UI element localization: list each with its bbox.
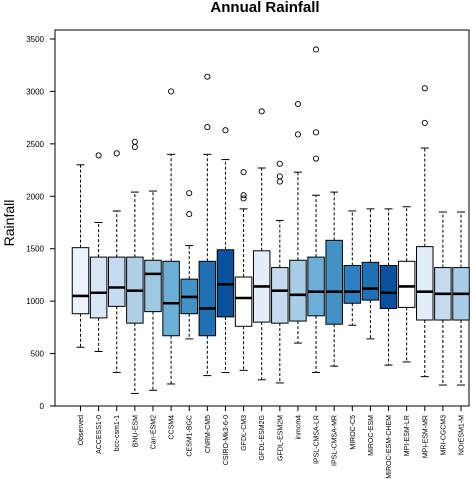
box-cesm1-bgc <box>180 190 198 340</box>
box-miroc-esm-chem <box>379 208 398 366</box>
y-tick-label: 0 <box>40 402 45 411</box>
outlier-point <box>313 46 320 53</box>
x-tick-label: GFDL-ESM2M <box>277 415 284 461</box>
iqr-box <box>325 239 343 325</box>
iqr-box <box>361 261 380 301</box>
x-tick-label: CCSM4 <box>169 415 176 440</box>
x-tick-label: ACCESS1-0 <box>96 415 103 454</box>
x-tick-label: MPI-ESM-MR <box>422 415 429 458</box>
y-tick-label: 500 <box>31 350 45 359</box>
box-bnu-esm <box>126 138 144 394</box>
y-axis: 0 500 1000 1500 2000 2500 3000 3500 <box>26 35 56 411</box>
x-tick-label: Observed <box>78 415 85 445</box>
outlier-point <box>276 173 283 180</box>
x-tick-label: Can-ESM2 <box>150 415 157 449</box>
x-tick-label: MIROC-ESM-CHEM <box>386 415 393 479</box>
outlier-point <box>313 155 320 162</box>
x-tick-label: inmcm4 <box>295 415 302 440</box>
y-tick-label: 3000 <box>26 87 44 96</box>
iqr-box <box>343 264 362 304</box>
box-ipsl-cmsa-lr <box>307 46 325 373</box>
y-tick-label: 3500 <box>26 35 44 44</box>
box-gfdl-cm3 <box>234 169 253 371</box>
box-gfdl-esm2g <box>252 108 271 381</box>
box-bcc-csm1-1 <box>107 150 126 373</box>
box-cnrm-cm5 <box>198 73 217 377</box>
iqr-box <box>71 247 90 315</box>
x-tick-label: bcc-csm1-1 <box>114 415 121 451</box>
box-mpi-esm-mr <box>416 85 434 378</box>
iqr-box <box>198 260 217 337</box>
outlier-point <box>222 127 229 134</box>
iqr-box <box>397 260 416 308</box>
x-tick-label: IPSL-CMSA-LR <box>314 415 321 464</box>
iqr-box <box>144 259 162 313</box>
iqr-box <box>307 256 325 317</box>
box-observed <box>71 164 90 348</box>
iqr-box <box>89 256 108 319</box>
outlier-point <box>240 195 247 202</box>
box-can-esm2 <box>144 190 162 391</box>
x-axis: Observed ACCESS1-0 bcc-csm1-1 BNU-ESM Can-ES… <box>78 405 466 479</box>
box-miroc-esm <box>361 208 380 340</box>
y-axis-label: Rainfall <box>1 200 17 247</box>
outlier-point <box>421 85 428 92</box>
y-tick-label: 1500 <box>26 245 44 254</box>
outlier-point <box>95 152 102 159</box>
outlier-point <box>240 169 247 176</box>
outlier-point <box>240 192 247 199</box>
outlier-point <box>131 143 138 151</box>
x-tick-label: MPI-ESM-LR <box>404 415 411 456</box>
x-tick-label: BNU-ESM <box>132 415 139 447</box>
x-tick-label: MRI-CGCM3 <box>440 415 447 456</box>
outlier-point <box>294 100 301 108</box>
outlier-point <box>113 150 120 157</box>
box-csiro-mk3-6-0 <box>216 127 235 373</box>
x-tick-label: GFDL-ESM2G <box>259 415 266 461</box>
box-ccsm4 <box>162 88 180 385</box>
iqr-box <box>107 256 126 307</box>
x-tick-label: CESM1-BGC <box>187 415 194 457</box>
outlier-point <box>204 73 211 80</box>
box-miroc-c5 <box>343 210 362 326</box>
outlier-point <box>421 119 428 126</box>
x-tick-label: IPSL-CMSA-MR <box>332 415 339 466</box>
iqr-box <box>234 276 253 327</box>
box-gfdl-esm2m <box>271 160 289 384</box>
box-access1-0 <box>89 152 108 352</box>
box-mri-cgcm3 <box>434 211 452 386</box>
box-ipsl-cmsa-mr <box>325 191 343 367</box>
x-tick-label: MIROC-C5 <box>350 415 357 450</box>
outlier-point <box>276 178 283 185</box>
outlier-point <box>294 131 301 138</box>
y-tick-label: 1000 <box>26 297 44 306</box>
outlier-point <box>258 108 265 115</box>
y-tick-label: 2500 <box>26 140 44 149</box>
outlier-point <box>276 160 283 167</box>
iqr-box <box>379 264 398 309</box>
box-mpi-esm-lr <box>397 206 416 363</box>
x-tick-label: GFDL-CM3 <box>241 415 248 451</box>
outlier-point <box>186 190 193 197</box>
outlier-point <box>204 124 211 131</box>
iqr-box <box>416 246 434 321</box>
box-inmcm4 <box>289 100 307 344</box>
boxplot-series <box>71 46 470 394</box>
iqr-box <box>162 260 180 337</box>
outlier-point <box>131 138 138 145</box>
x-tick-label: CSIRO-Mk3-6-0 <box>223 415 230 465</box>
chart-title: Annual Rainfall <box>210 0 319 16</box>
y-tick-label: 2000 <box>26 192 44 201</box>
box-noresm1-m <box>452 211 470 386</box>
x-tick-label: NOrESM1-M <box>459 415 466 455</box>
x-tick-label: MIROC-ESM <box>368 415 375 456</box>
outlier-point <box>313 129 320 136</box>
outlier-point <box>186 211 193 218</box>
iqr-box <box>289 259 307 322</box>
x-tick-label: CNRM-CM5 <box>205 415 212 453</box>
iqr-box <box>271 267 289 324</box>
outlier-point <box>168 88 175 95</box>
